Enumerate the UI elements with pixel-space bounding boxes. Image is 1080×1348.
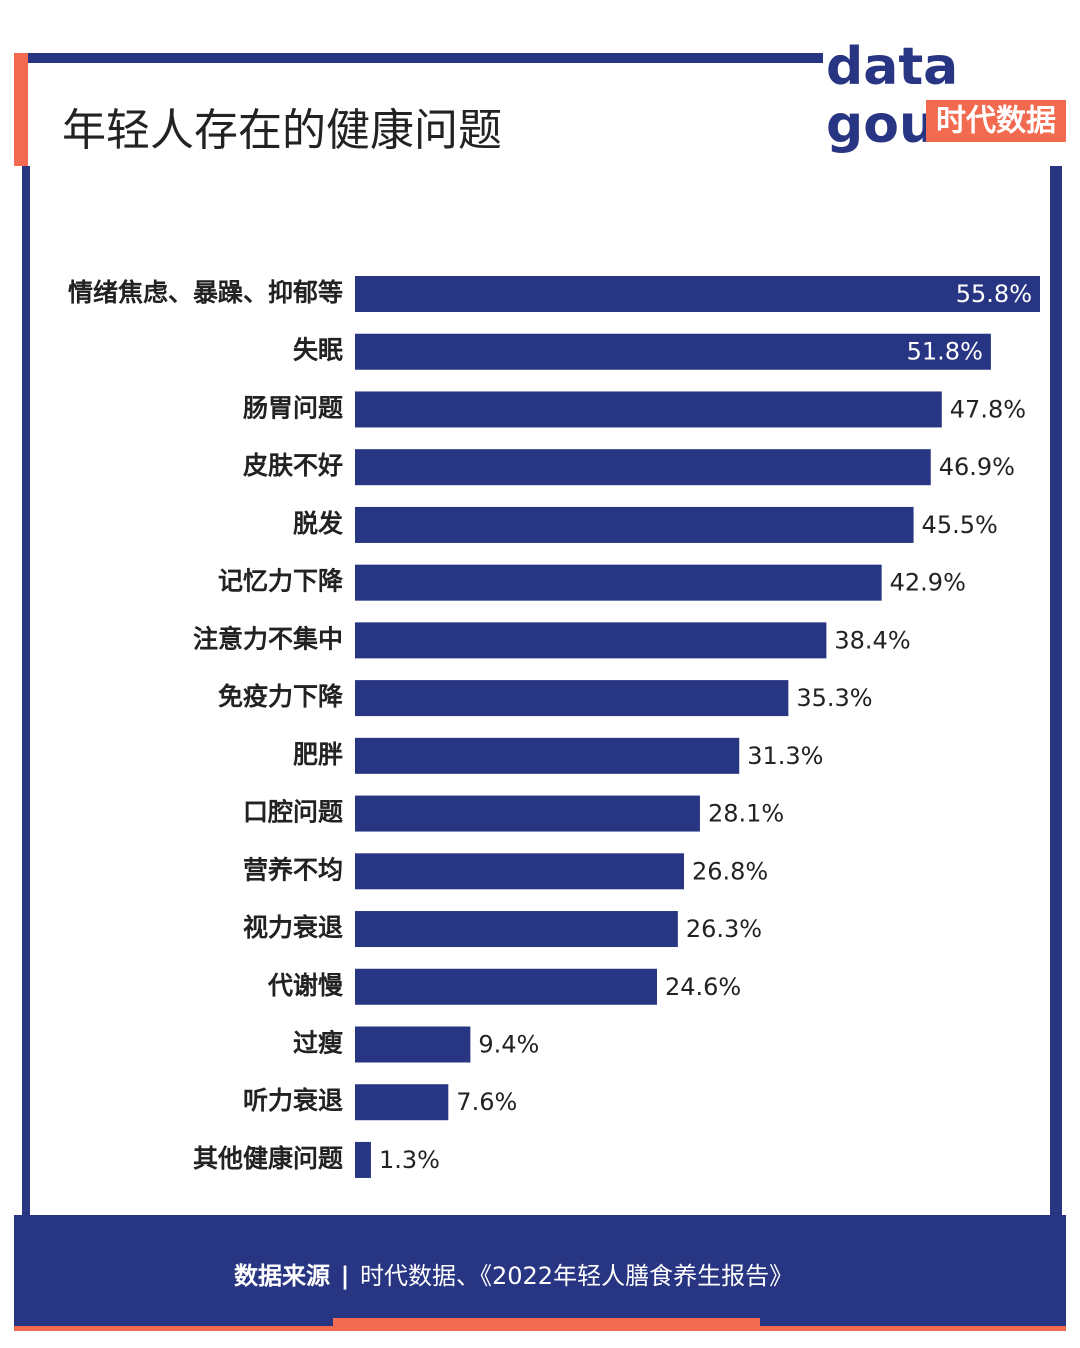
bar [355, 622, 827, 659]
value-label: 51.8% [907, 338, 983, 366]
value-label: 7.6% [456, 1088, 517, 1116]
bar [355, 968, 657, 1005]
frame-accent [14, 53, 28, 166]
bar [355, 1141, 371, 1178]
frame-top [28, 53, 823, 63]
source-text: 时代数据、《2022年轻人膳食养生报告》 [360, 1262, 793, 1290]
value-label: 28.1% [708, 800, 784, 828]
logo-top: data [826, 37, 958, 97]
category-label: 其他健康问题 [193, 1144, 343, 1173]
category-label: 过瘦 [293, 1028, 343, 1057]
value-label: 1.3% [379, 1146, 440, 1174]
value-label: 42.9% [890, 569, 966, 597]
bar [355, 737, 740, 774]
category-label: 注意力不集中 [193, 624, 343, 653]
category-label: 肥胖 [293, 740, 343, 769]
value-label: 9.4% [478, 1030, 539, 1058]
frame-right [1050, 166, 1062, 1226]
bar [355, 276, 1040, 312]
bar [355, 911, 678, 948]
category-label: 免疫力下降 [218, 682, 344, 711]
category-label: 营养不均 [243, 855, 343, 884]
bar [355, 449, 931, 486]
bar [355, 795, 700, 832]
category-label: 肠胃问题 [243, 393, 343, 422]
bar [355, 564, 882, 601]
value-label: 26.8% [692, 857, 768, 885]
value-label: 31.3% [747, 742, 823, 770]
category-label: 记忆力下降 [218, 567, 344, 596]
bar [355, 1026, 471, 1063]
chart-title: 年轻人存在的健康问题 [62, 105, 502, 156]
category-label: 视力衰退 [243, 913, 343, 942]
value-label: 38.4% [834, 626, 910, 654]
frame-left [22, 166, 30, 1226]
bar [355, 680, 789, 717]
bar [355, 1084, 449, 1121]
value-label: 46.9% [939, 453, 1015, 481]
bar [355, 506, 914, 543]
value-label: 24.6% [665, 973, 741, 1001]
category-label: 脱发 [293, 509, 343, 538]
bar [355, 391, 942, 428]
value-label: 45.5% [922, 511, 998, 539]
bar [355, 853, 684, 890]
category-label: 口腔问题 [243, 798, 343, 827]
category-label: 代谢慢 [267, 971, 344, 1000]
footer-accent [333, 1318, 760, 1331]
value-label: 47.8% [950, 395, 1026, 423]
value-label: 26.3% [686, 915, 762, 943]
logo-bottom: gou [826, 95, 936, 155]
category-label: 皮肤不好 [243, 451, 343, 480]
value-label: 55.8% [956, 280, 1032, 308]
category-label: 情绪焦虑、暴躁、抑郁等 [68, 278, 343, 307]
footer-band [14, 1215, 1066, 1328]
category-label: 听力衰退 [243, 1086, 343, 1115]
logo-box [926, 100, 1066, 142]
bar [355, 333, 991, 370]
category-label: 失眠 [293, 336, 343, 365]
value-label: 35.3% [796, 684, 872, 712]
logo-brand: 时代数据 [936, 104, 1056, 139]
source-label: 数据来源 [234, 1262, 330, 1290]
source-separator: | [341, 1262, 350, 1290]
